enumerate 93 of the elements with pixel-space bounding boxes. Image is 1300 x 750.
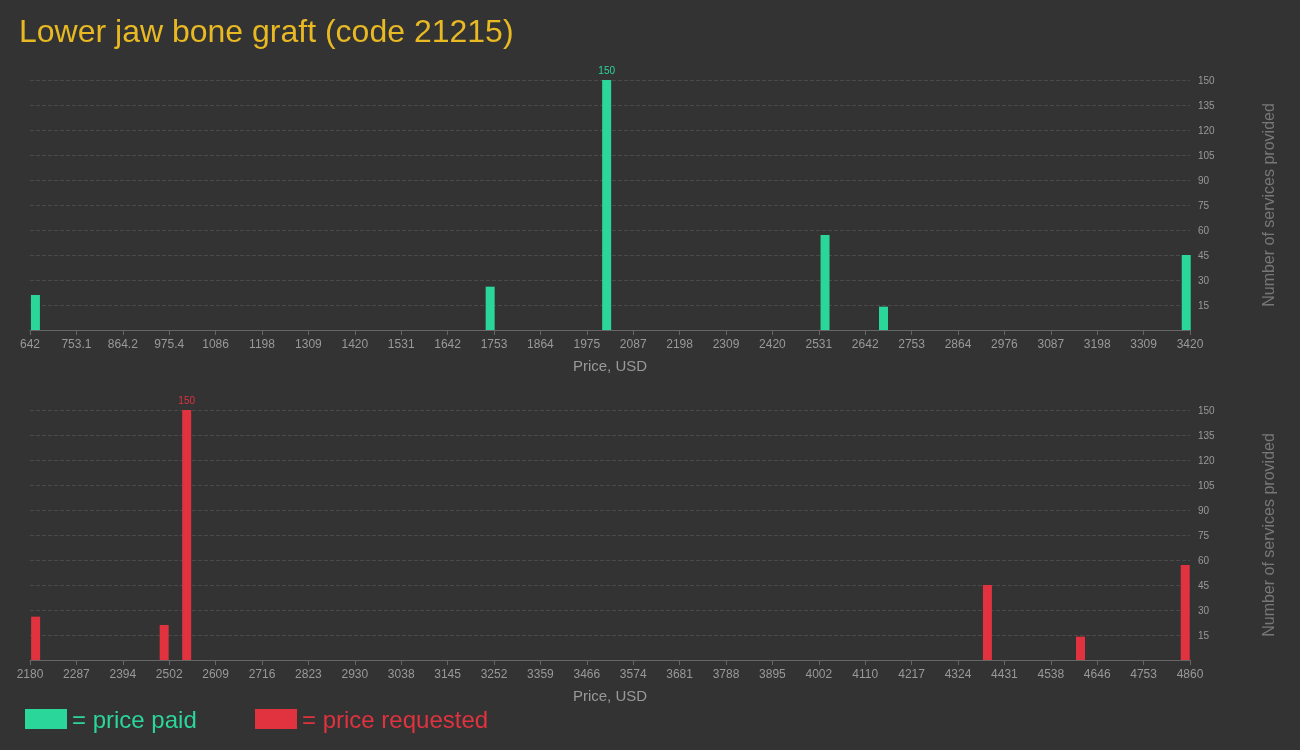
x-tick-label: 3038 bbox=[387, 667, 415, 681]
x-tick-label: 3309 bbox=[1130, 337, 1158, 351]
x-tick-label: 2309 bbox=[712, 337, 740, 351]
x-tick-label: 2180 bbox=[16, 667, 44, 681]
x-tick-label: 2864 bbox=[944, 337, 972, 351]
bar bbox=[485, 286, 495, 330]
data-label: 150 bbox=[178, 394, 196, 406]
legend-label: = price paid bbox=[72, 705, 197, 733]
x-tick-label: 2087 bbox=[619, 337, 647, 351]
y-tick-label: 90 bbox=[1198, 174, 1210, 186]
y-tick-label: 60 bbox=[1198, 554, 1210, 566]
x-tick-label: 4753 bbox=[1130, 667, 1158, 681]
x-tick-label: 2930 bbox=[341, 667, 369, 681]
bar bbox=[159, 625, 169, 660]
x-tick-label: 4646 bbox=[1083, 667, 1111, 681]
x-tick-label: 4324 bbox=[944, 667, 972, 681]
x-tick-label: 3895 bbox=[759, 667, 787, 681]
x-axis-title: Price, USD bbox=[572, 687, 648, 704]
x-tick-label: 3198 bbox=[1083, 337, 1111, 351]
x-tick-label: 3359 bbox=[527, 667, 555, 681]
x-tick-label: 2420 bbox=[759, 337, 787, 351]
y-tick-label: 105 bbox=[1198, 149, 1216, 161]
x-tick-label: 2394 bbox=[109, 667, 137, 681]
y-tick-label: 135 bbox=[1198, 429, 1216, 441]
y-tick-label: 45 bbox=[1198, 579, 1210, 591]
bar bbox=[602, 80, 612, 330]
bar bbox=[1181, 255, 1191, 330]
x-tick-label: 1198 bbox=[249, 337, 276, 351]
x-tick-label: 753.1 bbox=[61, 337, 92, 351]
y-tick-label: 120 bbox=[1198, 124, 1216, 136]
y-tick-label: 45 bbox=[1198, 249, 1210, 261]
y-tick-label: 135 bbox=[1198, 99, 1216, 111]
x-tick-label: 4538 bbox=[1037, 667, 1065, 681]
x-tick-label: 3145 bbox=[434, 667, 462, 681]
x-tick-label: 3681 bbox=[666, 667, 694, 681]
y-axis-title: Number of services provided bbox=[1259, 433, 1277, 637]
x-tick-label: 2642 bbox=[851, 337, 879, 351]
x-tick-label: 3788 bbox=[712, 667, 740, 681]
x-tick-label: 2609 bbox=[202, 667, 230, 681]
x-tick-label: 3574 bbox=[619, 667, 647, 681]
x-axis-title: Price, USD bbox=[572, 357, 648, 374]
x-tick-label: 1531 bbox=[387, 337, 415, 351]
bar bbox=[1180, 565, 1190, 660]
bar bbox=[820, 235, 830, 330]
x-tick-label: 4217 bbox=[898, 667, 926, 681]
x-tick-label: 1753 bbox=[480, 337, 508, 351]
x-tick-label: 3087 bbox=[1037, 337, 1065, 351]
bar bbox=[982, 585, 992, 660]
y-tick-label: 150 bbox=[1198, 404, 1216, 416]
x-tick-label: 4860 bbox=[1176, 667, 1204, 681]
y-tick-label: 30 bbox=[1198, 604, 1210, 616]
x-tick-label: 1975 bbox=[573, 337, 601, 351]
legend-label: = price requested bbox=[302, 705, 489, 733]
data-label: 150 bbox=[598, 64, 616, 76]
y-tick-label: 15 bbox=[1198, 629, 1210, 641]
y-tick-label: 15 bbox=[1198, 299, 1210, 311]
x-tick-label: 2753 bbox=[898, 337, 926, 351]
bar bbox=[1075, 636, 1085, 660]
x-tick-label: 2502 bbox=[155, 667, 183, 681]
x-tick-label: 3420 bbox=[1176, 337, 1204, 351]
x-tick-label: 3466 bbox=[573, 667, 601, 681]
x-tick-label: 2823 bbox=[295, 667, 323, 681]
y-tick-label: 75 bbox=[1198, 199, 1210, 211]
x-tick-label: 1086 bbox=[202, 337, 230, 351]
y-tick-label: 75 bbox=[1198, 529, 1210, 541]
x-tick-label: 642 bbox=[19, 337, 41, 351]
x-tick-label: 2287 bbox=[63, 667, 91, 681]
x-tick-label: 4110 bbox=[852, 667, 879, 681]
x-tick-label: 1642 bbox=[434, 337, 462, 351]
x-tick-label: 2198 bbox=[666, 337, 694, 351]
y-tick-label: 120 bbox=[1198, 454, 1216, 466]
x-tick-label: 1420 bbox=[341, 337, 369, 351]
x-tick-label: 2531 bbox=[805, 337, 833, 351]
y-tick-label: 60 bbox=[1198, 224, 1210, 236]
x-tick-label: 2976 bbox=[991, 337, 1019, 351]
x-tick-label: 4002 bbox=[805, 667, 833, 681]
x-tick-label: 4431 bbox=[991, 667, 1019, 681]
x-tick-label: 1309 bbox=[295, 337, 323, 351]
y-tick-label: 150 bbox=[1198, 74, 1216, 86]
bar bbox=[182, 410, 192, 660]
bar bbox=[31, 616, 41, 660]
chart-title: Lower jaw bone graft (code 21215) bbox=[19, 13, 514, 49]
x-tick-label: 864.2 bbox=[107, 337, 139, 351]
x-tick-label: 2716 bbox=[248, 667, 276, 681]
x-tick-label: 3252 bbox=[480, 667, 508, 681]
bar bbox=[30, 295, 40, 330]
bar bbox=[879, 306, 889, 330]
y-tick-label: 105 bbox=[1198, 479, 1216, 491]
y-axis-title: Number of services provided bbox=[1259, 103, 1277, 307]
y-tick-label: 90 bbox=[1198, 504, 1210, 516]
y-tick-label: 30 bbox=[1198, 274, 1210, 286]
x-tick-label: 975.4 bbox=[154, 337, 185, 351]
x-tick-label: 1864 bbox=[527, 337, 555, 351]
